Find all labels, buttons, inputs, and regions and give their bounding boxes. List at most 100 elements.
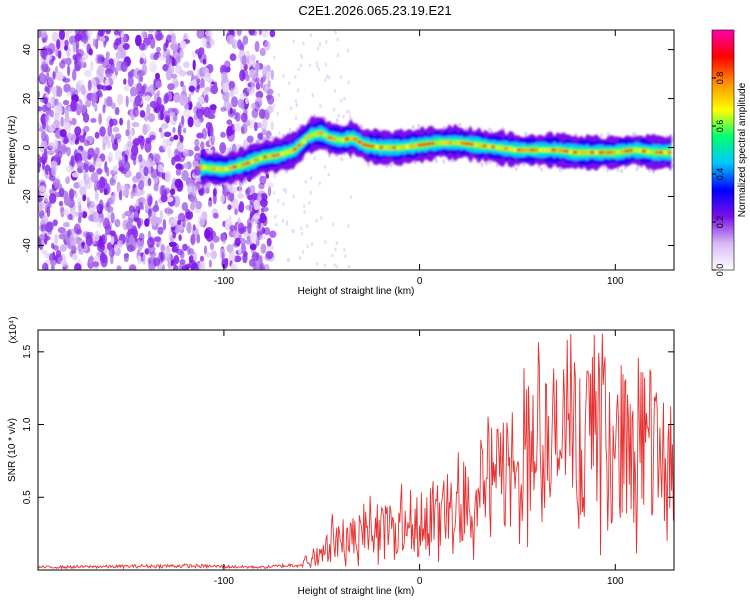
heatmap-cell	[157, 164, 164, 173]
ridge-hotspot	[357, 140, 362, 144]
heatmap-cell	[135, 172, 142, 180]
heatmap-cell	[51, 31, 59, 43]
heatmap-cell	[123, 78, 127, 85]
ridge-hotspot	[663, 150, 668, 155]
heatmap-cell	[188, 260, 197, 270]
heatmap-cell	[180, 80, 184, 88]
heatmap-cell	[204, 228, 211, 240]
heatmap-cell	[123, 84, 130, 92]
heatmap-cell	[270, 69, 274, 81]
heatmap-cell	[104, 232, 107, 245]
heatmap-cell	[83, 139, 90, 147]
ridge-hotspot	[353, 137, 358, 141]
heatmap-cell	[105, 67, 113, 78]
heatmap-cell	[158, 52, 167, 62]
heatmap-cell	[340, 157, 344, 162]
heatmap-cell	[38, 106, 43, 112]
ridge-hotspot	[241, 162, 246, 167]
heatmap-cell	[99, 126, 106, 137]
heatmap-cell	[233, 108, 236, 116]
heatmap-cell	[442, 125, 446, 130]
heatmap-cell	[179, 250, 185, 259]
heatmap-cell	[160, 123, 169, 130]
heatmap-cell	[179, 134, 184, 143]
heatmap-cell	[169, 30, 174, 36]
heatmap-cell	[389, 163, 393, 168]
heatmap-cell	[318, 42, 322, 47]
heatmap-cell	[162, 219, 167, 231]
heatmap-cell	[238, 201, 245, 213]
heatmap-cell	[183, 102, 189, 112]
heatmap-cell	[167, 259, 172, 269]
heatmap-cell	[94, 190, 99, 202]
heatmap-cell	[226, 66, 231, 73]
heatmap-cell	[254, 62, 260, 74]
heatmap-cell	[98, 199, 104, 211]
heatmap-cell	[156, 46, 161, 53]
ridge-hotspot	[577, 150, 582, 155]
ridge-hotspot	[318, 131, 324, 135]
heatmap-cell	[79, 134, 86, 143]
ridge-hotspot	[658, 150, 664, 155]
ridge-hotspot	[456, 140, 461, 145]
heatmap-cell	[182, 84, 187, 93]
heatmap-cell	[51, 164, 57, 177]
heatmap-cell	[83, 69, 92, 78]
heatmap-cell	[59, 30, 65, 41]
heatmap-cell	[106, 96, 113, 107]
heatmap-cell	[294, 99, 298, 104]
heatmap-cell	[88, 256, 95, 265]
heatmap-cell	[238, 247, 242, 255]
heatmap-cell	[93, 211, 99, 223]
heatmap-cell	[131, 144, 139, 157]
heatmap-cell	[335, 241, 339, 246]
snr-frame	[37, 329, 675, 571]
x-tick-label: -100	[214, 576, 234, 587]
ridge-hotspot	[219, 167, 225, 172]
heatmap-cell	[411, 124, 415, 130]
heatmap-cell	[57, 50, 62, 59]
heatmap-cell	[136, 217, 144, 227]
heatmap-cell	[224, 257, 229, 265]
ridge-hotspot	[417, 143, 423, 147]
ridge-hotspot	[637, 148, 642, 153]
spectrogram-frame	[37, 29, 675, 271]
heatmap-cell	[106, 206, 114, 213]
heatmap-cell	[261, 118, 268, 130]
ridge-hotspot	[486, 144, 492, 149]
heatmap-cell	[179, 49, 184, 59]
heatmap-cell	[137, 255, 142, 264]
heatmap-cell	[319, 104, 322, 109]
heatmap-cell	[106, 167, 110, 177]
heatmap-cell	[41, 262, 49, 270]
heatmap-cell	[259, 139, 263, 145]
heatmap-cell	[114, 38, 122, 46]
heatmap-cell	[333, 88, 337, 93]
heatmap-cell	[167, 209, 174, 215]
heatmap-cell	[158, 127, 163, 133]
heatmap-cell	[92, 162, 96, 169]
ridge-hotspot	[198, 165, 203, 169]
spectrogram-ylabel: Frequency (Hz)	[7, 116, 18, 185]
ridge-hotspot	[404, 144, 410, 149]
heatmap-cell	[207, 114, 216, 120]
heatmap-cell	[59, 244, 67, 252]
ridge-hotspot	[392, 145, 397, 150]
ridge-hotspot	[245, 161, 250, 165]
ridge-hotspot	[361, 142, 367, 147]
heatmap-cell	[267, 105, 274, 114]
heatmap-cell	[74, 126, 82, 136]
heatmap-cell	[181, 202, 188, 211]
heatmap-cell	[336, 37, 339, 42]
heatmap-cell	[112, 175, 119, 181]
heatmap-cell	[114, 133, 122, 140]
heatmap-cell	[204, 94, 209, 104]
heatmap-cell	[102, 217, 110, 230]
heatmap-cell	[192, 59, 196, 71]
heatmap-cell	[232, 39, 238, 49]
heatmap-cell	[231, 264, 239, 270]
ridge-hotspot	[366, 143, 371, 148]
heatmap-cell	[47, 42, 56, 54]
heatmap-cell	[249, 54, 256, 62]
heatmap-cell	[126, 244, 135, 252]
